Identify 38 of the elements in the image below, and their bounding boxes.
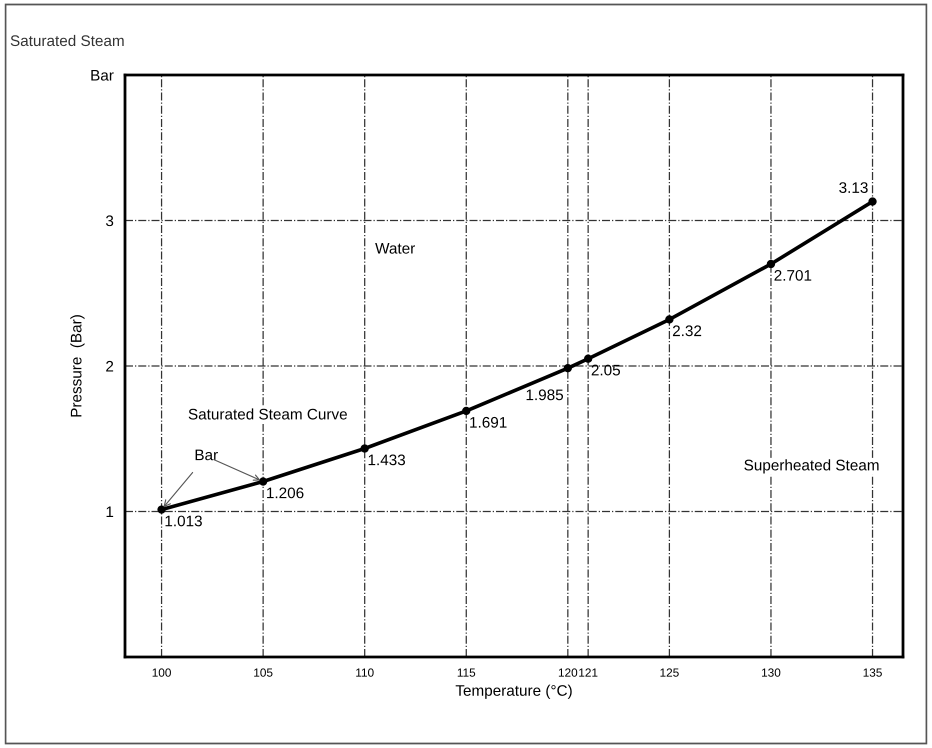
point <box>258 477 268 486</box>
annotation: Water <box>375 243 415 254</box>
x-tick-label: 121 <box>579 668 598 677</box>
x-tick-label: 125 <box>660 668 679 677</box>
x-tick-label: 120 <box>558 668 578 677</box>
point <box>462 406 470 416</box>
chart-title: Saturated Steam <box>10 34 124 46</box>
data-label: 3.13 <box>839 182 868 194</box>
x-tick-label: 105 <box>254 668 272 677</box>
x-tick-label: 100 <box>152 668 171 677</box>
annotation: Bar <box>196 450 218 460</box>
data-label: 1.985 <box>526 389 564 400</box>
data-label: 1.013 <box>166 516 202 526</box>
data-label: 2.32 <box>672 325 702 336</box>
data-label: 2.05 <box>592 364 620 376</box>
x-tick-label: 115 <box>458 668 476 677</box>
point <box>584 354 592 363</box>
x-axis-title: Temperature (°C) <box>456 684 572 699</box>
x-tick-label: 110 <box>356 668 374 677</box>
y-tick-label: 2 <box>106 360 114 372</box>
point <box>157 505 166 514</box>
data-label: 1.433 <box>368 454 406 466</box>
y-tick-label: Bar <box>91 70 114 81</box>
x-tick-label: 130 <box>762 668 780 677</box>
y-axis-title: Pressure (Bar) <box>70 315 85 417</box>
point <box>868 197 877 206</box>
point <box>766 260 776 268</box>
annotation: Superheated Steam <box>744 459 879 474</box>
data-label: 1.691 <box>470 416 507 428</box>
point <box>564 364 572 372</box>
point <box>360 444 369 453</box>
data-label: 2.701 <box>774 270 812 281</box>
y-tick-label: 3 <box>106 215 114 226</box>
data-label: 1.206 <box>267 487 304 498</box>
point <box>665 315 674 324</box>
y-tick-label: 1 <box>106 506 114 518</box>
annotation: Saturated Steam Curve <box>188 408 347 420</box>
x-tick-label: 135 <box>864 668 882 677</box>
